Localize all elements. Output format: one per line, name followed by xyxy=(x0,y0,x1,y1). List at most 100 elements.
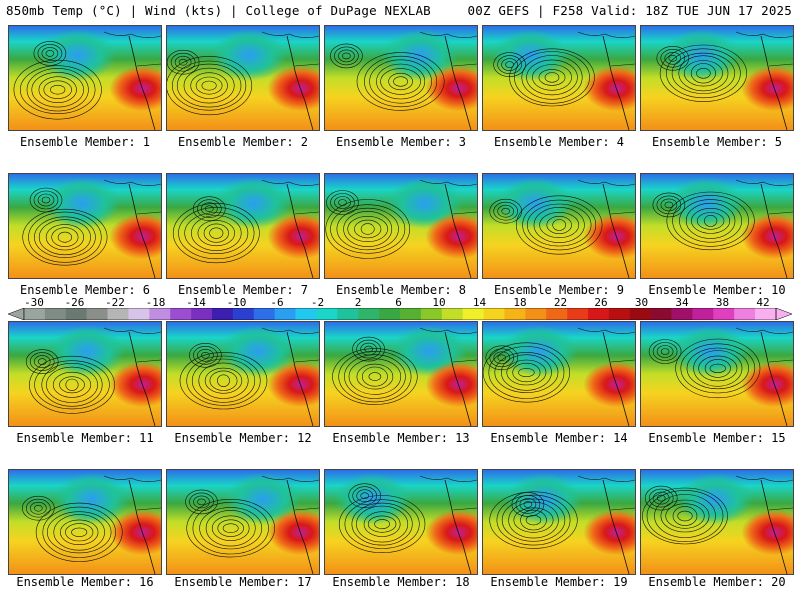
colorbar-swatch xyxy=(274,308,296,320)
ensemble-member-map xyxy=(166,173,320,279)
colorbar-right-arrow xyxy=(775,308,792,320)
colorbar-swatch xyxy=(462,308,484,320)
colorbar-tick-label: 10 xyxy=(432,296,446,309)
ensemble-member-caption: Ensemble Member: 5 xyxy=(651,135,783,149)
colorbar-swatch xyxy=(608,308,631,320)
colorbar-tick-label: 26 xyxy=(594,296,608,309)
colorbar-swatch xyxy=(525,308,547,320)
colorbar-swatch xyxy=(44,308,67,320)
colorbar-swatch xyxy=(212,308,234,320)
colorbar-tick-label: -18 xyxy=(145,296,166,309)
colorbar-tick-label: 18 xyxy=(513,296,527,309)
colorbar-swatch xyxy=(650,308,672,320)
colorbar-swatch xyxy=(400,308,422,320)
ensemble-member-map xyxy=(482,25,636,131)
ensemble-member-map xyxy=(324,173,478,279)
colorbar-swatch xyxy=(379,308,401,320)
colorbar-swatch xyxy=(107,308,129,320)
colorbar-swatch xyxy=(504,308,526,320)
colorbar-tick-label: -30 xyxy=(24,296,44,309)
ensemble-member-caption: Ensemble Member: 7 xyxy=(177,283,309,297)
colorbar-swatch xyxy=(191,308,213,320)
colorbar-swatch xyxy=(671,308,693,320)
ensemble-member-map xyxy=(324,25,478,131)
colorbar-swatch xyxy=(170,308,192,320)
colorbar-swatch xyxy=(420,308,443,320)
ensemble-member-caption: Ensemble Member: 8 xyxy=(335,283,467,297)
ensemble-member-map xyxy=(8,321,162,427)
colorbar-swatch xyxy=(692,308,714,320)
colorbar-swatch xyxy=(65,308,87,320)
colorbar-swatch xyxy=(149,308,171,320)
ensemble-member-caption: Ensemble Member: 20 xyxy=(648,575,786,589)
colorbar-swatch xyxy=(128,308,150,320)
ensemble-member-map xyxy=(8,469,162,575)
colorbar-tick-label: -26 xyxy=(64,296,85,309)
ensemble-member-caption: Ensemble Member: 2 xyxy=(177,135,309,149)
ensemble-member-map xyxy=(640,173,794,279)
ensemble-member-caption: Ensemble Member: 1 xyxy=(19,135,151,149)
temperature-colorbar xyxy=(8,308,792,320)
colorbar-swatch xyxy=(253,308,275,320)
colorbar-swatch xyxy=(755,308,777,320)
ensemble-member-caption: Ensemble Member: 9 xyxy=(493,283,625,297)
ensemble-member-map xyxy=(482,173,636,279)
colorbar-swatch xyxy=(546,308,568,320)
colorbar-swatch xyxy=(24,308,46,320)
ensemble-member-map xyxy=(482,469,636,575)
colorbar-tick-label: 30 xyxy=(634,296,649,309)
colorbar-swatch xyxy=(337,308,359,320)
colorbar-swatch xyxy=(588,308,610,320)
ensemble-member-caption: Ensemble Member: 10 xyxy=(648,283,786,297)
ensemble-member-caption: Ensemble Member: 3 xyxy=(335,135,467,149)
ensemble-member-caption: Ensemble Member: 12 xyxy=(174,431,312,445)
colorbar-swatch xyxy=(629,308,651,320)
colorbar-tick-label: -2 xyxy=(310,296,325,309)
colorbar-swatch xyxy=(483,308,505,320)
colorbar-swatch xyxy=(734,308,756,320)
ensemble-member-caption: Ensemble Member: 13 xyxy=(332,431,470,445)
header-left-title: 850mb Temp (°C) | Wind (kts) | College o… xyxy=(6,3,431,18)
ensemble-member-caption: Ensemble Member: 15 xyxy=(648,431,786,445)
ensemble-member-map xyxy=(640,25,794,131)
colorbar-tick-label: -14 xyxy=(186,296,206,309)
header-right-title: 00Z GEFS | F258 Valid: 18Z TUE JUN 17 20… xyxy=(467,3,792,18)
colorbar-tick-label: 14 xyxy=(472,296,487,309)
ensemble-member-caption: Ensemble Member: 11 xyxy=(16,431,154,445)
ensemble-member-caption: Ensemble Member: 18 xyxy=(332,575,470,589)
ensemble-member-caption: Ensemble Member: 6 xyxy=(19,283,151,297)
colorbar-tick-label: 2 xyxy=(354,296,362,309)
ensemble-member-caption: Ensemble Member: 14 xyxy=(490,431,628,445)
colorbar-swatch xyxy=(316,308,338,320)
colorbar-left-arrow xyxy=(8,308,25,320)
colorbar-swatch xyxy=(86,308,108,320)
ensemble-member-caption: Ensemble Member: 17 xyxy=(174,575,312,589)
colorbar-swatch xyxy=(713,308,735,320)
colorbar-tick-label: 38 xyxy=(715,296,730,309)
ensemble-member-caption: Ensemble Member: 16 xyxy=(16,575,154,589)
ensemble-member-map xyxy=(324,469,478,575)
ensemble-member-map xyxy=(640,469,794,575)
ensemble-member-map xyxy=(8,173,162,279)
colorbar-tick-label: 6 xyxy=(395,296,402,309)
ensemble-member-caption: Ensemble Member: 19 xyxy=(490,575,628,589)
ensemble-member-map xyxy=(324,321,478,427)
colorbar-swatch xyxy=(232,308,255,320)
colorbar-tick-label: -22 xyxy=(105,296,125,309)
colorbar-tick-label: 42 xyxy=(756,296,770,309)
ensemble-member-map xyxy=(166,321,320,427)
colorbar-swatch xyxy=(441,308,463,320)
colorbar-swatch xyxy=(358,308,380,320)
ensemble-member-map xyxy=(166,25,320,131)
ensemble-member-caption: Ensemble Member: 4 xyxy=(493,135,625,149)
colorbar-tick-label: 34 xyxy=(675,296,689,309)
ensemble-member-map xyxy=(8,25,162,131)
ensemble-member-map xyxy=(482,321,636,427)
colorbar-tick-label: -6 xyxy=(270,296,284,309)
ensemble-member-map xyxy=(640,321,794,427)
colorbar-swatch xyxy=(295,308,317,320)
colorbar-tick-label: 22 xyxy=(553,296,568,309)
colorbar-swatch xyxy=(567,308,589,320)
ensemble-member-map xyxy=(166,469,320,575)
colorbar-tick-label: -10 xyxy=(226,296,247,309)
